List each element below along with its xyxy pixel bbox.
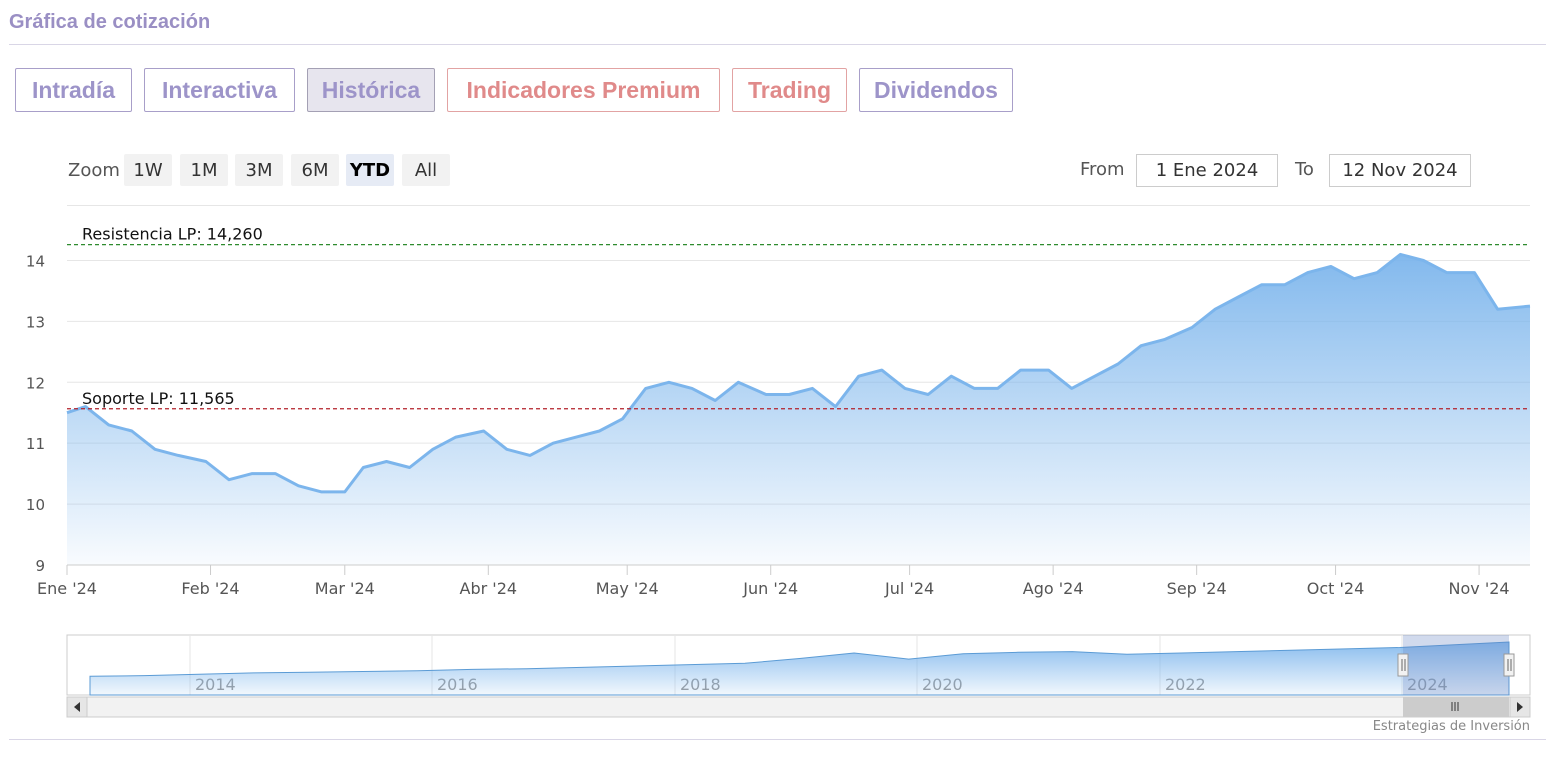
x-tick-label: Abr '24 <box>460 579 518 598</box>
tab-indicadores-premium[interactable]: Indicadores Premium <box>447 68 720 112</box>
tab-dividendos[interactable]: Dividendos <box>859 68 1013 112</box>
zoom-all-button[interactable]: All <box>402 154 450 186</box>
navigator-right-handle[interactable] <box>1503 653 1515 677</box>
resistance-label: Resistencia LP: 14,260 <box>82 225 263 244</box>
y-tick-label: 13 <box>26 313 45 331</box>
page-title: Gráfica de cotización <box>9 11 211 33</box>
bottom-divider <box>9 739 1546 740</box>
zoom-3m-button[interactable]: 3M <box>235 154 283 186</box>
x-tick-label: Jul '24 <box>884 579 934 598</box>
zoom-label: Zoom <box>68 160 120 181</box>
y-tick-label: 12 <box>26 374 45 392</box>
arrow-left-icon <box>74 702 80 712</box>
y-tick-label: 14 <box>26 252 45 270</box>
scrollbar-track[interactable] <box>66 696 1531 718</box>
to-label: To <box>1295 159 1314 180</box>
from-label: From <box>1080 159 1125 180</box>
scroll-left-button[interactable] <box>66 696 88 718</box>
y-tick-label: 10 <box>26 496 45 514</box>
x-tick-label: Ago '24 <box>1023 579 1084 598</box>
x-tick-label: May '24 <box>596 579 659 598</box>
tab-interactiva[interactable]: Interactiva <box>144 68 295 112</box>
price-area <box>67 254 1530 565</box>
x-tick-label: Ene '24 <box>37 579 97 598</box>
scroll-right-button[interactable] <box>1509 696 1531 718</box>
y-tick-label: 11 <box>26 435 45 453</box>
chart-top-divider <box>67 205 1530 206</box>
x-tick-label: Mar '24 <box>315 579 375 598</box>
zoom-6m-button[interactable]: 6M <box>291 154 339 186</box>
scrollbar-thumb[interactable] <box>1403 697 1509 717</box>
y-tick-label: 9 <box>35 557 45 575</box>
zoom-1w-button[interactable]: 1W <box>124 154 172 186</box>
arrow-right-icon <box>1517 702 1523 712</box>
navigator[interactable]: 201420162018202020222024 <box>66 634 1531 718</box>
price-line <box>66 252 1531 494</box>
x-tick-label: Oct '24 <box>1307 579 1365 598</box>
navigator-selection[interactable] <box>1403 635 1509 695</box>
x-tick-label: Nov '24 <box>1449 579 1510 598</box>
zoom-1m-button[interactable]: 1M <box>180 154 228 186</box>
x-tick-label: Feb '24 <box>181 579 239 598</box>
navigator-left-handle[interactable] <box>1397 653 1409 677</box>
x-tick-label: Jun '24 <box>742 579 798 598</box>
zoom-ytd-button[interactable]: YTD <box>346 154 394 186</box>
navigator-area <box>89 641 1510 696</box>
tab-historica[interactable]: Histórica <box>307 68 435 112</box>
scrollbar-grip-icon <box>1451 702 1459 711</box>
support-label: Soporte LP: 11,565 <box>82 389 235 408</box>
title-divider <box>9 44 1546 45</box>
x-tick-label: Sep '24 <box>1167 579 1227 598</box>
credit-text: Estrategias de Inversión <box>1372 719 1530 734</box>
tab-trading[interactable]: Trading <box>732 68 847 112</box>
tab-intradia[interactable]: Intradía <box>15 68 132 112</box>
from-date-input[interactable]: 1 Ene 2024 <box>1136 154 1278 187</box>
to-date-input[interactable]: 12 Nov 2024 <box>1329 154 1471 187</box>
